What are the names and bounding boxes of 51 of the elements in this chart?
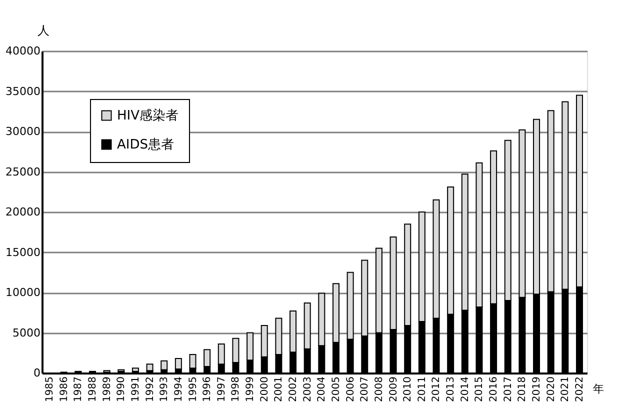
y-tick-label: 0: [34, 366, 40, 380]
x-tick-label: 1985: [44, 376, 56, 402]
x-tick-label: 2000: [259, 376, 270, 402]
x-tick-label: 2009: [388, 376, 400, 402]
x-tick-label: 1995: [188, 376, 199, 402]
x-tick-label: 2010: [402, 376, 414, 402]
x-tick-label: 2013: [446, 376, 457, 402]
x-tick-label: 2018: [517, 376, 528, 402]
x-tick-label: 2011: [416, 376, 428, 402]
y-tick-label: 40000: [6, 44, 40, 58]
legend-label: AIDS患者: [117, 138, 174, 152]
x-tick-label: 2001: [274, 376, 285, 402]
x-tick-label: 2019: [532, 376, 543, 402]
x-axis-title: 年: [593, 382, 604, 396]
y-tick-label: 25000: [6, 165, 40, 178]
x-tick-label: 1998: [230, 376, 242, 402]
x-tick-label: 2016: [488, 376, 500, 402]
x-tick-label: 1996: [202, 376, 214, 402]
x-tick-label: 1986: [58, 376, 70, 402]
y-tick-label: 15000: [6, 246, 40, 259]
y-tick-label: 20000: [6, 206, 40, 218]
x-tick-label: 2005: [330, 376, 342, 402]
x-tick-label: 2017: [502, 376, 514, 402]
x-tick-label: 2015: [474, 376, 486, 402]
x-tick-label: 2008: [374, 376, 385, 402]
x-tick-label: 2002: [288, 376, 300, 402]
x-tick-label: 1988: [87, 376, 98, 402]
legend-label: HIV感染者: [117, 108, 179, 124]
y-tick-label: 10000: [6, 286, 40, 299]
x-tick-label: 1991: [130, 376, 142, 402]
x-tick-label: 2003: [302, 376, 314, 402]
y-tick-label: 35000: [6, 84, 40, 98]
x-tick-label: 2007: [360, 376, 371, 402]
x-tick-label: 1994: [173, 376, 184, 402]
x-tick-label: 1987: [73, 376, 84, 402]
x-tick-label: 1989: [102, 376, 113, 402]
x-tick-label: 2014: [460, 376, 471, 402]
y-tick-label: 5000: [12, 326, 40, 340]
x-tick-label: 2022: [574, 376, 586, 402]
y-axis-title: 人: [38, 24, 50, 38]
x-tick-label: 1990: [116, 376, 128, 402]
x-tick-label: 2012: [431, 376, 442, 402]
y-tick-label: 30000: [6, 125, 40, 138]
x-tick-label: 1999: [245, 376, 256, 402]
x-tick-label: 2006: [345, 376, 356, 402]
x-tick-label: 2020: [546, 376, 557, 402]
x-tick-label: 2021: [560, 376, 572, 402]
x-tick-label: 1992: [144, 376, 156, 402]
x-tick-label: 1993: [159, 376, 170, 402]
x-tick-label: 1997: [216, 376, 228, 402]
x-tick-label: 2004: [316, 376, 328, 402]
